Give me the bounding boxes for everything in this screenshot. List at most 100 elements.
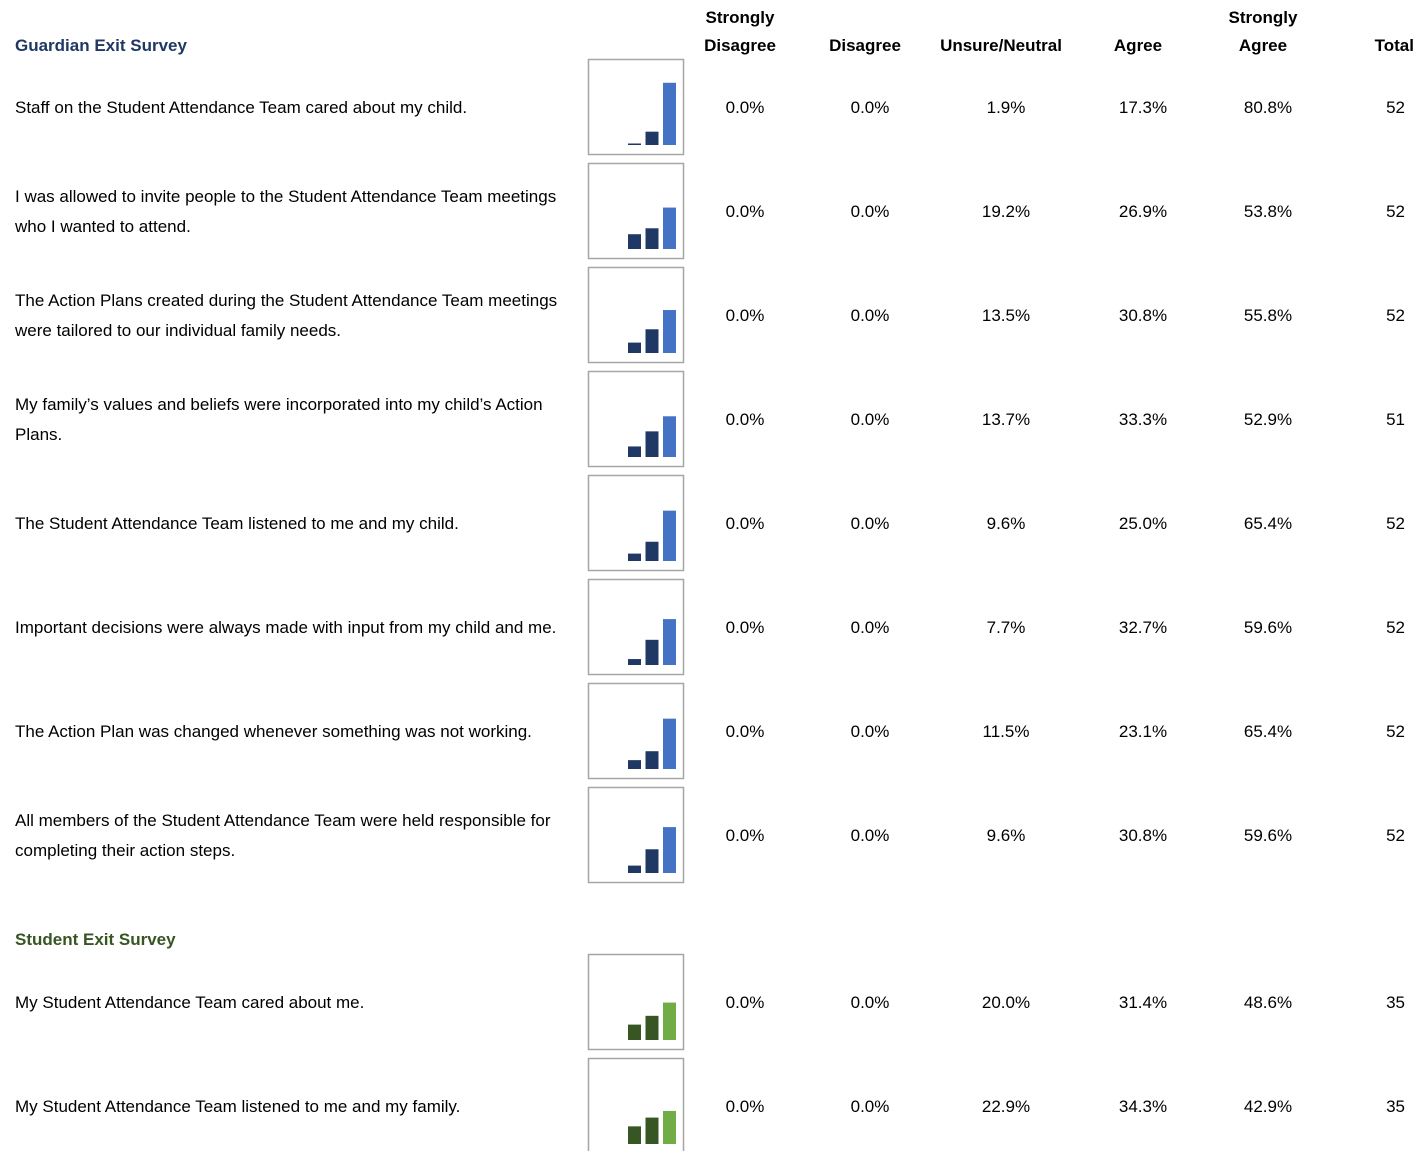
spark-bar xyxy=(663,416,676,457)
sparkline-frame xyxy=(587,58,685,156)
percent-cell: 0.0% xyxy=(725,618,765,637)
spark-bar xyxy=(663,827,676,873)
total-cell: 51 xyxy=(1386,410,1405,429)
question: I was allowed to invite people to the St… xyxy=(15,187,557,236)
column-header: Strongly Disagree xyxy=(704,8,776,55)
percent-cell: 31.4% xyxy=(1118,993,1168,1012)
percent-cell: 0.0% xyxy=(850,1097,890,1116)
sparkline-frame xyxy=(587,162,685,260)
spark-bar xyxy=(645,541,659,561)
question: My Student Attendance Team listened to m… xyxy=(15,1097,461,1116)
total-cell: 52 xyxy=(1386,826,1405,845)
spark-bar xyxy=(663,82,676,145)
percent-cell: 0.0% xyxy=(725,722,765,741)
spark-bar xyxy=(628,1024,641,1040)
spark-bar xyxy=(628,143,641,145)
percent-cell: 55.8% xyxy=(1243,306,1293,325)
sparkline-frame xyxy=(587,786,685,884)
sparkline-frame xyxy=(587,682,685,780)
percent-cell: 65.4% xyxy=(1243,722,1293,741)
total-cell: 35 xyxy=(1386,993,1405,1012)
total-cell: 35 xyxy=(1386,1097,1405,1116)
percent-cell: 80.8% xyxy=(1243,98,1293,117)
percent-cell: 9.6% xyxy=(986,826,1026,845)
percent-cell: 0.0% xyxy=(850,826,890,845)
percent-cell: 30.8% xyxy=(1118,306,1168,325)
question: My Student Attendance Team cared about m… xyxy=(15,993,365,1012)
percent-cell: 59.6% xyxy=(1243,618,1293,637)
question: The Action Plans created during the Stud… xyxy=(15,291,558,340)
percent-cell: 17.3% xyxy=(1118,98,1168,117)
percent-cell: 0.0% xyxy=(725,306,765,325)
spark-bar xyxy=(645,639,659,665)
percent-cell: 48.6% xyxy=(1243,993,1293,1012)
percent-cell: 22.9% xyxy=(981,1097,1031,1116)
spark-bar xyxy=(645,1117,659,1144)
spark-bar xyxy=(663,718,676,769)
spark-bar xyxy=(645,1015,659,1040)
spark-bar xyxy=(628,446,641,457)
percent-cell: 0.0% xyxy=(850,202,890,221)
percent-cell: 25.0% xyxy=(1118,514,1168,533)
spark-bar xyxy=(628,234,641,249)
percent-cell: 0.0% xyxy=(725,410,765,429)
total-cell: 52 xyxy=(1386,514,1405,533)
percent-cell: 34.3% xyxy=(1118,1097,1168,1116)
percent-cell: 0.0% xyxy=(850,514,890,533)
percent-cell: 1.9% xyxy=(986,98,1026,117)
percent-cell: 59.6% xyxy=(1243,826,1293,845)
spark-bar xyxy=(663,619,676,665)
percent-cell: 53.8% xyxy=(1243,202,1293,221)
percent-cell: 9.6% xyxy=(986,514,1026,533)
column-header: Total xyxy=(1374,36,1414,55)
sparkline-frame xyxy=(587,578,685,676)
spark-bar xyxy=(628,659,641,665)
spark-bar xyxy=(663,1002,676,1040)
spark-bar xyxy=(645,329,659,353)
percent-cell: 23.1% xyxy=(1118,722,1168,741)
column-header: Disagree xyxy=(829,36,901,55)
spark-bar xyxy=(628,342,641,353)
spark-bar xyxy=(628,865,641,873)
percent-cell: 0.0% xyxy=(725,202,765,221)
percent-cell: 33.3% xyxy=(1118,410,1168,429)
total-cell: 52 xyxy=(1386,202,1405,221)
total-cell: 52 xyxy=(1386,722,1405,741)
percent-cell: 0.0% xyxy=(725,1097,765,1116)
percent-cell: 19.2% xyxy=(981,202,1031,221)
sparkline-frame xyxy=(587,370,685,468)
sparkline-frame xyxy=(587,953,685,1051)
spark-bar xyxy=(645,131,659,145)
spark-bar xyxy=(628,1126,641,1144)
percent-cell: 30.8% xyxy=(1118,826,1168,845)
percent-cell: 0.0% xyxy=(725,98,765,117)
percent-cell: 13.7% xyxy=(981,410,1031,429)
percent-cell: 11.5% xyxy=(982,722,1030,741)
percent-cell: 0.0% xyxy=(725,514,765,533)
spark-bar xyxy=(645,849,659,873)
spark-bar xyxy=(645,751,659,769)
sparkline-frame xyxy=(587,1057,685,1151)
percent-cell: 0.0% xyxy=(850,306,890,325)
percent-cell: 32.7% xyxy=(1118,618,1168,637)
total-cell: 52 xyxy=(1386,618,1405,637)
column-header: Agree xyxy=(1113,36,1163,55)
total-cell: 52 xyxy=(1386,306,1405,325)
spark-bar xyxy=(645,431,659,457)
percent-cell: 0.0% xyxy=(850,98,890,117)
spark-bar xyxy=(663,310,676,353)
spark-bar xyxy=(663,510,676,561)
percent-cell: 0.0% xyxy=(850,722,890,741)
question: Important decisions were always made wit… xyxy=(15,618,557,637)
column-header: Unsure/Neutral xyxy=(940,36,1062,55)
percent-cell: 0.0% xyxy=(725,993,765,1012)
percent-cell: 13.5% xyxy=(981,306,1031,325)
sparkline-frame xyxy=(587,474,685,572)
section-title: Guardian Exit Survey xyxy=(15,36,187,55)
percent-cell: 65.4% xyxy=(1243,514,1293,533)
column-header: Strongly Agree xyxy=(1228,8,1298,55)
spark-bar xyxy=(628,760,641,769)
percent-cell: 0.0% xyxy=(850,410,890,429)
